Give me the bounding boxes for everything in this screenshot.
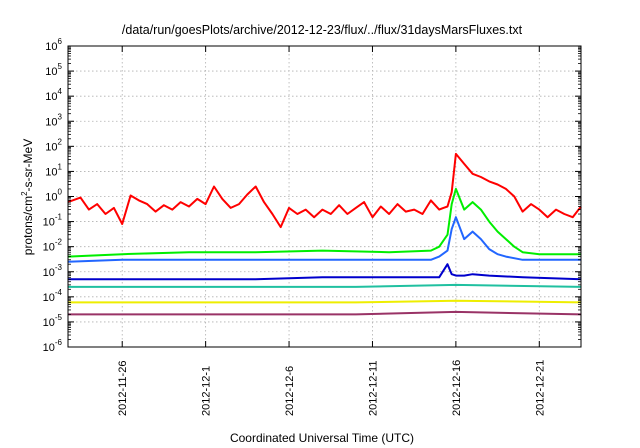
series-layer (67, 152, 582, 316)
series-line (68, 310, 582, 316)
y-tick-label-base: 10 (45, 166, 57, 178)
y-tick-label: 100 (45, 188, 62, 204)
y-tick-label: 10-2 (43, 238, 63, 254)
grid (68, 46, 581, 347)
y-tick-label: 10-1 (43, 213, 63, 229)
y-axis-label-suffix: -s-sr-MeV (21, 139, 35, 192)
x-axis: 2012-11-26 2012-12-1 2012-12-6 2012-12-11 20… (117, 46, 546, 416)
y-tick-label-base: 10 (45, 141, 57, 153)
x-tick-label: 2012-12-6 (284, 366, 296, 416)
x-tick-label: 2012-12-11 (367, 361, 379, 416)
y-tick-label-base: 10 (45, 66, 57, 78)
x-axis-label: Coordinated Universal Time (UTC) (230, 431, 414, 445)
series-line (67, 152, 582, 229)
y-tick-label-base: 10 (45, 116, 57, 128)
y-tick-label-base: 10 (43, 317, 55, 329)
y-tick-label: 10-5 (43, 313, 63, 329)
y-tick-label-exponent: -1 (55, 213, 63, 222)
y-tick-label: 101 (45, 162, 62, 178)
x-tick-label: 2012-12-1 (201, 366, 213, 416)
y-tick-label-base: 10 (43, 342, 55, 354)
y-axis: 10-610-510-410-310-210-11001011021031041… (43, 37, 581, 354)
x-tick-label: 2012-11-26 (117, 361, 129, 416)
y-tick-label: 103 (45, 112, 62, 128)
y-tick-label-base: 10 (45, 41, 57, 53)
y-tick-label-base: 10 (43, 242, 55, 254)
chart-title: /data/run/goesPlots/archive/2012-12-23/f… (122, 23, 523, 37)
y-tick-label: 10-6 (43, 338, 63, 354)
y-tick-label-base: 10 (43, 267, 55, 279)
y-tick-label-exponent: 6 (58, 37, 63, 46)
y-tick-label: 10-3 (43, 263, 63, 279)
series-line (68, 299, 582, 304)
y-tick-label-base: 10 (45, 91, 57, 103)
y-tick-label-exponent: -6 (55, 338, 63, 347)
y-axis-label: protons/cm2-s-sr-MeV (20, 139, 35, 255)
y-axis-label-sup: 2 (20, 191, 29, 196)
y-axis-label-prefix: protons/cm (21, 196, 35, 255)
y-tick-label-exponent: 5 (58, 62, 63, 71)
series-line (68, 263, 582, 281)
y-tick-label-exponent: -3 (55, 263, 63, 272)
y-tick-label-base: 10 (43, 217, 55, 229)
x-tick-label: 2012-12-21 (534, 360, 546, 416)
y-tick-label: 10-4 (43, 288, 63, 304)
y-tick-label-base: 10 (43, 292, 55, 304)
y-tick-label-exponent: 2 (58, 137, 63, 146)
y-tick-label-base: 10 (45, 192, 57, 204)
y-tick-label-exponent: -4 (55, 288, 63, 297)
y-tick-label: 106 (45, 37, 62, 53)
y-tick-label-exponent: -2 (55, 238, 63, 247)
y-tick-label-exponent: 4 (58, 87, 63, 96)
y-tick-label-exponent: -5 (55, 313, 63, 322)
y-tick-label: 105 (45, 62, 62, 78)
x-tick-label: 2012-12-16 (451, 360, 463, 416)
y-tick-label-exponent: 3 (58, 112, 63, 121)
series-line (67, 187, 581, 258)
series-line (68, 283, 582, 288)
y-tick-label-exponent: 0 (58, 188, 63, 197)
y-tick-label: 104 (45, 87, 62, 103)
y-tick-label: 102 (45, 137, 62, 153)
series-line (67, 216, 581, 263)
y-tick-label-exponent: 1 (58, 162, 63, 171)
